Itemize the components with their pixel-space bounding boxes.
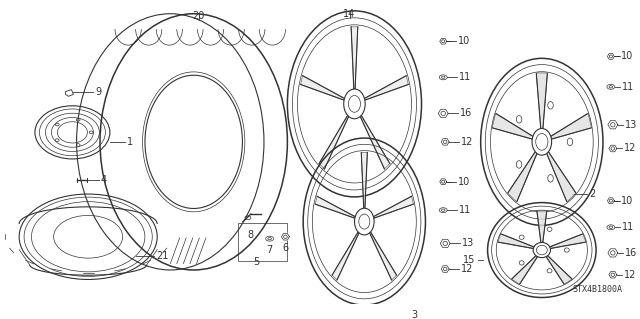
Ellipse shape xyxy=(76,144,80,146)
Text: 10: 10 xyxy=(458,177,470,187)
Polygon shape xyxy=(360,115,390,169)
Text: 20: 20 xyxy=(193,11,205,21)
Polygon shape xyxy=(441,266,449,272)
Text: 15: 15 xyxy=(463,255,476,264)
Text: 12: 12 xyxy=(461,137,474,147)
Ellipse shape xyxy=(607,225,615,230)
Ellipse shape xyxy=(564,248,569,252)
Text: 9: 9 xyxy=(95,87,101,98)
Ellipse shape xyxy=(548,101,553,109)
Text: 16: 16 xyxy=(625,248,637,258)
Ellipse shape xyxy=(516,161,522,168)
Polygon shape xyxy=(551,113,591,139)
Ellipse shape xyxy=(548,174,553,182)
Polygon shape xyxy=(440,179,447,185)
Text: 11: 11 xyxy=(459,72,471,82)
Polygon shape xyxy=(537,211,547,242)
Ellipse shape xyxy=(547,227,552,231)
Ellipse shape xyxy=(355,208,374,235)
Ellipse shape xyxy=(519,261,524,265)
Polygon shape xyxy=(492,113,533,139)
Polygon shape xyxy=(332,232,359,280)
Polygon shape xyxy=(508,152,537,202)
Polygon shape xyxy=(607,198,614,204)
Ellipse shape xyxy=(607,84,615,89)
Text: 13: 13 xyxy=(462,238,474,249)
Polygon shape xyxy=(609,271,617,278)
Polygon shape xyxy=(361,152,367,208)
Text: 7: 7 xyxy=(266,245,273,255)
Text: 5: 5 xyxy=(253,257,259,267)
Polygon shape xyxy=(65,90,74,96)
Text: 12: 12 xyxy=(624,144,636,153)
Polygon shape xyxy=(351,27,358,89)
Ellipse shape xyxy=(533,242,550,258)
Polygon shape xyxy=(608,121,618,129)
Text: 21: 21 xyxy=(156,251,168,261)
Polygon shape xyxy=(373,196,413,218)
Ellipse shape xyxy=(56,123,59,126)
Ellipse shape xyxy=(547,269,552,273)
Polygon shape xyxy=(536,73,547,129)
Text: 10: 10 xyxy=(621,196,633,206)
Polygon shape xyxy=(440,38,447,44)
Ellipse shape xyxy=(516,115,522,123)
Ellipse shape xyxy=(56,139,59,142)
Text: 3: 3 xyxy=(412,309,418,319)
Polygon shape xyxy=(609,145,617,152)
Polygon shape xyxy=(440,239,450,248)
Polygon shape xyxy=(301,76,344,100)
Polygon shape xyxy=(441,138,449,145)
Text: 6: 6 xyxy=(282,243,289,253)
Text: 4: 4 xyxy=(101,175,107,185)
Text: 12: 12 xyxy=(461,264,474,274)
Ellipse shape xyxy=(89,131,93,134)
Text: STX4B1800A: STX4B1800A xyxy=(573,285,623,294)
Text: 13: 13 xyxy=(625,120,637,130)
Bar xyxy=(238,224,287,262)
Ellipse shape xyxy=(439,75,447,80)
Ellipse shape xyxy=(266,236,273,241)
Polygon shape xyxy=(319,115,349,169)
Ellipse shape xyxy=(567,138,573,145)
Ellipse shape xyxy=(245,216,251,220)
Ellipse shape xyxy=(519,235,524,239)
Text: 14: 14 xyxy=(344,9,356,19)
Ellipse shape xyxy=(439,208,447,213)
Text: 11: 11 xyxy=(621,222,634,232)
Polygon shape xyxy=(608,249,618,257)
Text: 11: 11 xyxy=(459,205,471,215)
Polygon shape xyxy=(547,152,576,202)
Text: 8: 8 xyxy=(248,230,254,240)
Polygon shape xyxy=(546,256,572,284)
Polygon shape xyxy=(498,234,534,249)
Text: 10: 10 xyxy=(621,51,633,62)
Polygon shape xyxy=(315,196,355,218)
Polygon shape xyxy=(282,234,289,240)
Polygon shape xyxy=(438,109,448,117)
Text: 10: 10 xyxy=(458,36,470,46)
Ellipse shape xyxy=(76,118,80,121)
Text: 11: 11 xyxy=(621,82,634,92)
Polygon shape xyxy=(364,76,408,100)
Text: 2: 2 xyxy=(589,189,595,199)
Polygon shape xyxy=(511,256,538,284)
Polygon shape xyxy=(369,232,397,280)
Polygon shape xyxy=(550,234,586,249)
Polygon shape xyxy=(607,54,614,59)
Ellipse shape xyxy=(532,129,552,155)
Text: 16: 16 xyxy=(460,108,472,118)
Text: 12: 12 xyxy=(624,270,636,280)
Ellipse shape xyxy=(344,89,365,119)
Text: 1: 1 xyxy=(127,137,132,147)
